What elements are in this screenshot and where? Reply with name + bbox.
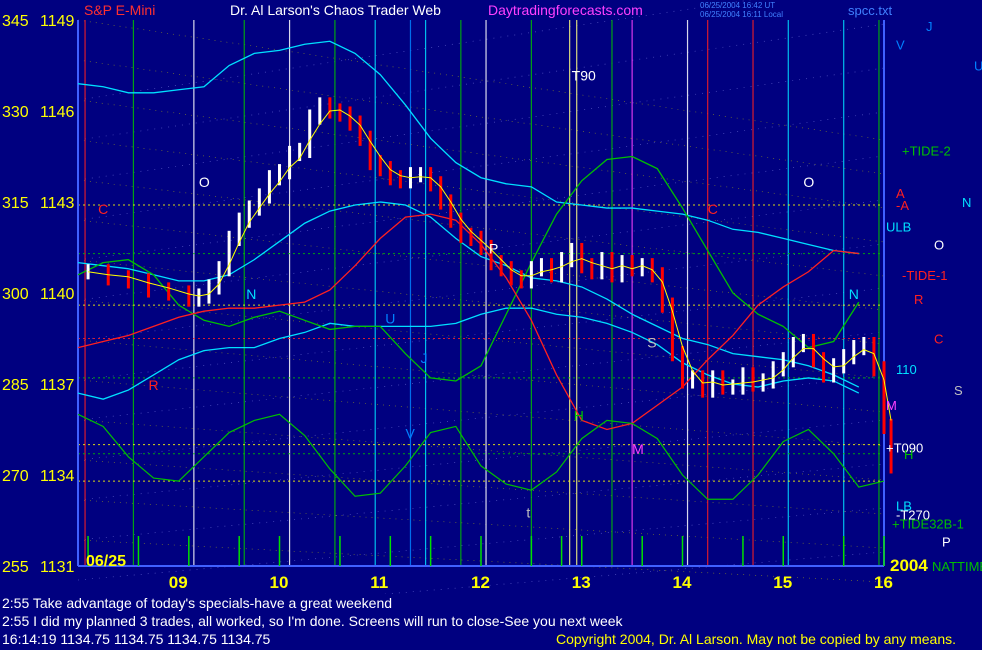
indicator-series-line [77, 307, 860, 400]
y-tick-right-label: 1131 [40, 559, 75, 576]
timestamp-local: 06/25/2004 16:11 Local [700, 10, 783, 19]
indicator-series-line [77, 155, 860, 382]
tide-oscillator-line [77, 413, 885, 500]
label-layer: 345 1149 330 1146 315 1143 300 1140 285 1137 270 11… [2, 13, 982, 592]
site-label: Daytradingforecasts.com [488, 2, 643, 18]
dotted-diagonal [77, 539, 885, 583]
chart-annotation: O [803, 174, 814, 190]
indicator-series-line [77, 213, 859, 431]
x-tick-label: 12 [471, 573, 490, 592]
price-average-line [88, 109, 892, 421]
chart-annotation: T90 [572, 68, 596, 84]
chart-canvas: 345 1149 330 1146 315 1143 300 1140 285 1137 270 11… [0, 0, 982, 594]
right-side-label: +T090 [886, 441, 923, 456]
y-tick-left-label: 300 [2, 286, 29, 303]
y-tick-left-label: 270 [2, 468, 29, 485]
right-side-label: -TIDE-1 [902, 268, 948, 283]
x-tick-label: 16 [874, 573, 893, 592]
y-tick-left-label: 285 [2, 377, 29, 394]
date-label: 06/25 [86, 553, 126, 570]
y-tick-right-label: 1143 [40, 195, 75, 212]
x-tick-label: 14 [673, 573, 692, 592]
file-label: spcc.txt [848, 3, 892, 18]
x-tick-label: 09 [169, 573, 188, 592]
chart-annotation: J [421, 350, 428, 366]
right-side-label: -A [896, 198, 909, 213]
dotted-diagonal [77, 67, 885, 181]
chart-annotation: O [199, 174, 210, 190]
chart-annotation: C [98, 201, 108, 217]
price-layer [86, 97, 893, 474]
right-side-label: N [962, 195, 971, 210]
right-side-label: A [896, 186, 905, 201]
plot-background [0, 0, 982, 594]
right-side-label: C [934, 332, 943, 347]
dotted-diagonal [77, 155, 885, 261]
dotted-diagonal [77, 499, 885, 549]
y-tick-right-label: 1140 [40, 286, 75, 303]
right-side-label: S [954, 383, 963, 398]
y-tick-right-label: 1149 [40, 13, 75, 30]
chart-annotation: C [708, 201, 718, 217]
right-side-label: V [896, 37, 905, 52]
right-side-label: M [886, 398, 897, 413]
dotted-diagonal [77, 59, 885, 175]
chart-annotation: N [849, 286, 859, 302]
y-tick-right-label: 1146 [40, 104, 75, 121]
x-tick-label: 15 [773, 573, 792, 592]
y-tick-right-label: 1134 [40, 468, 75, 485]
right-side-label: O [934, 237, 944, 252]
y-tick-left-label: 330 [2, 104, 29, 121]
right-side-label: R [914, 292, 923, 307]
chart-annotation: t [526, 504, 530, 520]
right-side-label: 110 [896, 362, 917, 377]
quote-line: 16:14:19 1134.75 1134.75 1134.75 1134.75 [2, 631, 271, 647]
right-side-label: +TIDE32B-1 [892, 517, 964, 532]
chart-annotation: R [149, 377, 159, 393]
right-side-label: -T270 [896, 507, 930, 522]
chart-annotation: H [574, 407, 584, 423]
message-line-2: 2:55 I did my planned 3 trades, all work… [2, 613, 623, 629]
y-tick-left-label: 315 [2, 195, 29, 212]
y-tick-left-label: 255 [2, 559, 29, 576]
y-tick-left-label: 345 [2, 13, 29, 30]
timestamp-ut: 06/25/2004 16:42 UT [700, 1, 775, 10]
x-tick-label: 10 [270, 573, 289, 592]
right-side-label: LB [896, 498, 912, 513]
copyright: Copyright 2004, Dr. Al Larson. May not b… [555, 631, 956, 647]
instrument-label: S&P E-Mini [84, 2, 155, 18]
right-side-label: H [904, 447, 913, 462]
chart-annotation: P [489, 241, 498, 257]
chart-annotation: U [385, 310, 395, 326]
right-side-label: NATTIME [932, 559, 982, 574]
right-side-label: ULB [886, 219, 911, 234]
indicator-series-line [77, 40, 859, 255]
right-side-label: J [926, 19, 933, 34]
message-line-1: 2:55 Take advantage of today's specials-… [2, 595, 393, 611]
dotted-diagonal [77, 111, 885, 221]
right-side-label: U [974, 59, 982, 74]
right-side-label: +TIDE-2 [902, 143, 951, 158]
chart-title: Dr. Al Larson's Chaos Trader Web [230, 2, 441, 18]
chart-annotation: S [647, 335, 656, 351]
indicator-layer [77, 40, 885, 566]
right-side-label: 2004 [890, 556, 928, 575]
chart-annotation: N [246, 286, 256, 302]
right-side-label: P [942, 535, 951, 550]
x-tick-label: 13 [572, 573, 591, 592]
chart-annotation: M [632, 441, 644, 457]
y-tick-right-label: 1137 [40, 377, 75, 394]
chart-annotation: V [405, 426, 415, 442]
x-tick-label: 11 [370, 573, 388, 592]
